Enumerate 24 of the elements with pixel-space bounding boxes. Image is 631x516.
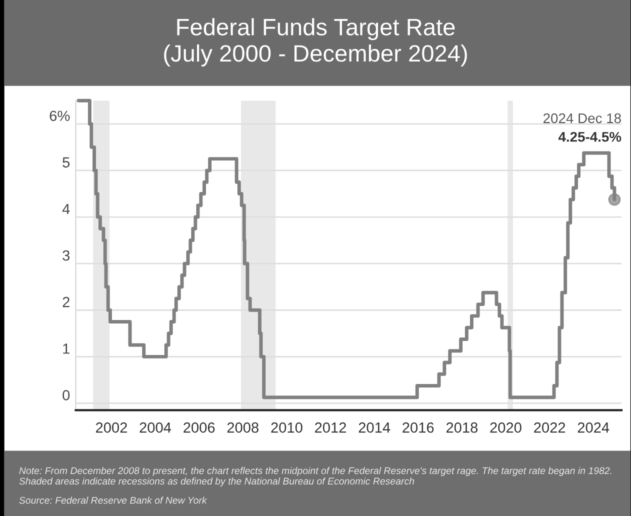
x-tick-label: 2006 <box>184 422 215 433</box>
x-tick-label: 2024 <box>578 422 610 433</box>
y-tick-label: 3 <box>62 250 70 261</box>
x-tick-label: 2002 <box>96 422 127 433</box>
y-tick-label: 4 <box>62 204 70 214</box>
x-tick-label: 2022 <box>534 422 566 433</box>
text: Note: From December 2008 to present, the chart reflects the midpoint of the Federal Reserve's target rage. The target rate began in 1982. Shaded areas indicate recessions as defined by the National Bureau of Economic Research <box>19 466 612 487</box>
x-tick-label: 2016 <box>402 422 434 433</box>
x-tick-label: 2014 <box>358 422 390 433</box>
x-tick-label: 2010 <box>271 422 302 433</box>
x-tick-label: 2020 <box>490 422 522 433</box>
y-tick-label: 6% <box>50 110 70 122</box>
x-tick-label: 2018 <box>446 422 478 433</box>
y-tick-label: 0 <box>62 390 70 400</box>
y-tick-label: 2 <box>62 296 70 308</box>
x-tick-label: 2012 <box>315 422 346 433</box>
source-note: Source: Federal Reserve Bank of New York <box>19 496 208 504</box>
annotation: 4.25-4.5% <box>558 132 622 142</box>
x-tick-label: 2008 <box>227 422 258 433</box>
y-tick-label: 5 <box>62 157 70 168</box>
chart-title: Federal Funds Target Rate (July 2000 - December 2024) <box>164 18 467 66</box>
y-tick-label: 1 <box>63 344 70 354</box>
annotation: 2024 Dec 18 <box>543 113 621 124</box>
x-tick-label: 2004 <box>140 422 172 433</box>
